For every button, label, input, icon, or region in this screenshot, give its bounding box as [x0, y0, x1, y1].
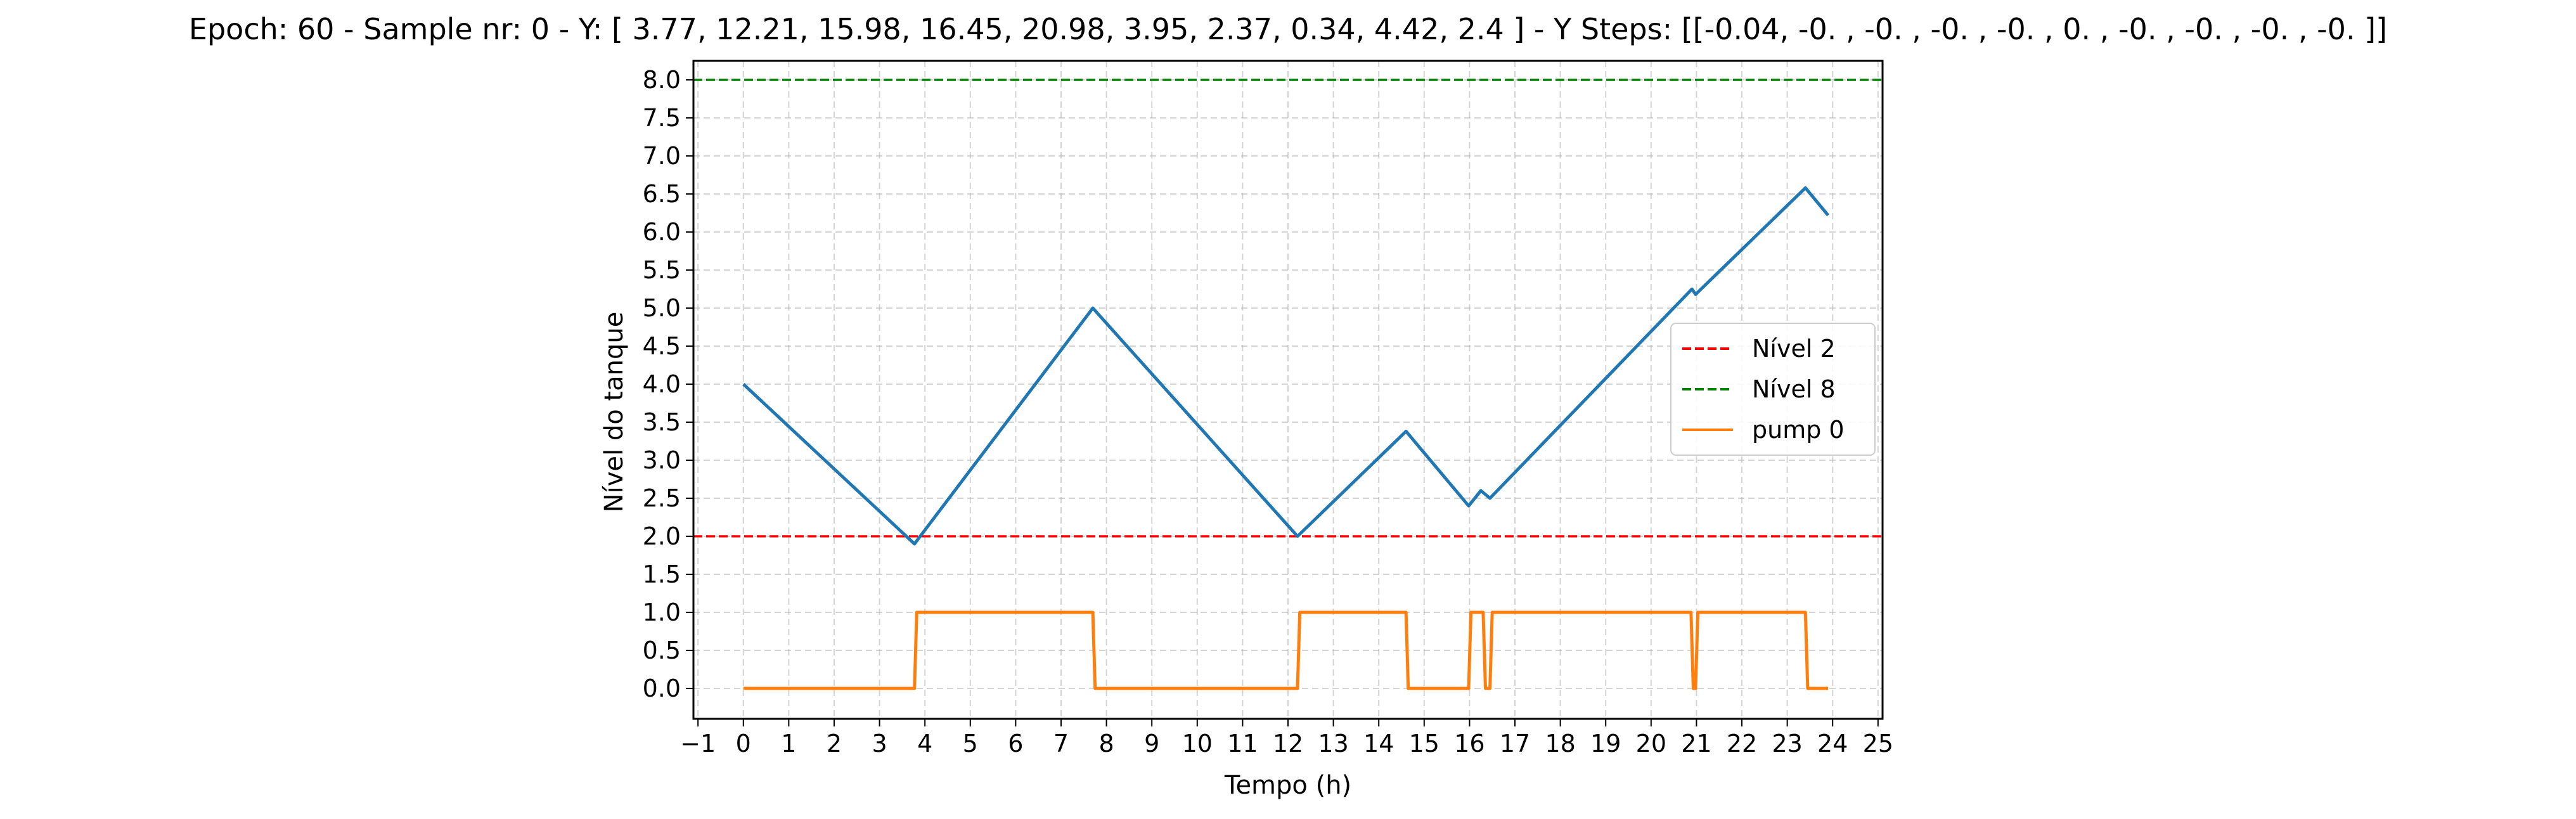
x-axis-label: Tempo (h) [1224, 771, 1351, 800]
x-tick-label: 13 [1318, 730, 1348, 758]
y-tick-label: 0.0 [643, 674, 681, 702]
x-tick-label: 19 [1590, 730, 1621, 758]
y-tick-label: 0.5 [643, 636, 681, 664]
x-tick-label: 21 [1681, 730, 1711, 758]
y-tick-label: 7.0 [643, 142, 681, 170]
y-tick-label: 1.5 [643, 560, 681, 588]
x-tick-label: 6 [1008, 730, 1023, 758]
legend: Nível 2 Nível 8 pump 0 [1670, 323, 1876, 456]
x-tick-label: 9 [1144, 730, 1159, 758]
y-tick-label: 3.0 [643, 446, 681, 474]
x-tick-label: 24 [1817, 730, 1848, 758]
x-tick-label: 5 [963, 730, 978, 758]
y-axis-label: Nível do tanque [600, 312, 629, 513]
series-line-0 [742, 186, 1830, 546]
reference-lines [693, 79, 1883, 538]
x-tick-label: 12 [1273, 730, 1303, 758]
x-tick-label: 3 [872, 730, 887, 758]
x-tick-label: 4 [917, 730, 932, 758]
y-tick-label: 2.0 [643, 522, 681, 550]
x-tick-label: 2 [827, 730, 842, 758]
x-tick-label: 20 [1636, 730, 1666, 758]
y-tick-label: 1.0 [643, 598, 681, 626]
y-tick-label: 5.0 [643, 294, 681, 322]
series-line-1 [743, 610, 1829, 690]
y-tick-label: 4.5 [643, 332, 681, 360]
legend-label: pump 0 [1752, 416, 1845, 444]
x-tick-label: −1 [680, 730, 716, 758]
y-tick-label: 5.5 [643, 256, 681, 284]
y-tick-label: 4.0 [643, 370, 681, 398]
legend-box [1670, 323, 1876, 456]
y-tick-label: 6.0 [643, 218, 681, 246]
x-tick-label: 22 [1727, 730, 1757, 758]
y-tick-label: 8.0 [643, 66, 681, 94]
x-tick-label: 1 [781, 730, 796, 758]
legend-label: Nível 8 [1752, 375, 1836, 403]
x-axis-ticks: −1 0 1 2 3 4 5 6 7 8 9 10 11 12 13 14 15 16 17 18 19 20 21 22 23… [680, 719, 1893, 758]
x-tick-label: 18 [1545, 730, 1575, 758]
x-tick-label: 10 [1182, 730, 1213, 758]
x-tick-label: 16 [1454, 730, 1484, 758]
x-tick-label: 7 [1053, 730, 1069, 758]
x-tick-label: 23 [1772, 730, 1802, 758]
legend-label: Nível 2 [1752, 335, 1836, 363]
x-tick-label: 14 [1363, 730, 1394, 758]
x-tick-label: 11 [1227, 730, 1258, 758]
x-tick-label: 0 [736, 730, 751, 758]
x-tick-label: 8 [1098, 730, 1114, 758]
x-tick-label: 15 [1409, 730, 1439, 758]
y-tick-label: 2.5 [643, 484, 681, 512]
y-tick-label: 7.5 [643, 104, 681, 132]
x-tick-label: 25 [1863, 730, 1893, 758]
series-lines [742, 186, 1830, 690]
x-tick-label: 17 [1500, 730, 1530, 758]
chart-title: Epoch: 60 - Sample nr: 0 - Y: [ 3.77, 12… [189, 12, 2387, 46]
y-tick-label: 3.5 [643, 408, 681, 436]
y-tick-label: 6.5 [643, 180, 681, 208]
y-axis-ticks: 0.0 0.5 1.0 1.5 2.0 2.5 3.0 3.5 4.0 4.5 5.0 5.5 6.0 6… [643, 66, 693, 702]
